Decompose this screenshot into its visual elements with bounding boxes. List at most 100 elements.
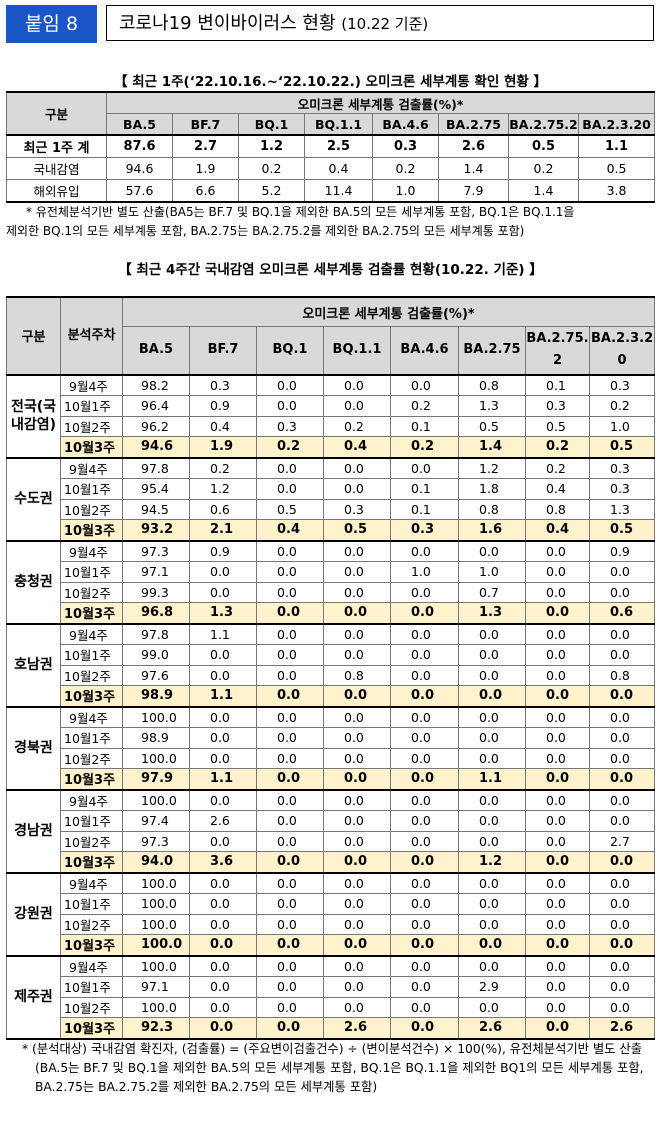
- cell-value: 0.0: [390, 747, 459, 769]
- cell-value: 0.2: [525, 456, 590, 479]
- cell-value: 0.4: [323, 436, 391, 458]
- column-header: BQ.1.1: [304, 113, 373, 136]
- cell-value: 0.0: [189, 1017, 257, 1039]
- cell-value: 100.0: [122, 788, 190, 811]
- regional-lineage-table: 구분 분석주차 오미크론 세부계통 검출률(%)* BA.5 BF.7 BQ.1 BQ…: [6, 296, 656, 1040]
- period-label: 9월4주: [60, 705, 123, 728]
- table1-note: * 유전체분석기반 별도 산출(BA5는 BF.7 및 BQ.1을 제외한 BA…: [6, 203, 656, 241]
- cell-value: 0.2: [508, 157, 579, 180]
- period-label: 10월2주: [60, 996, 123, 1018]
- cell-value: 1.3: [458, 395, 526, 417]
- page-title: 코로나19 변이바이러스 현황 (10.22 기준): [106, 5, 654, 41]
- table-row: 10월2주 99.3 0.0 0.0 0.0 0.0 0.7 0.0 0.0: [7, 581, 656, 603]
- cell-value: 98.9: [122, 727, 190, 749]
- cell-value: 0.0: [458, 644, 526, 666]
- table-row: 10월3주 94.6 1.9 0.2 0.4 0.2 1.4 0.2 0.5: [7, 436, 656, 458]
- cell-value: 0.0: [525, 871, 590, 894]
- cell-value: 0.0: [323, 871, 391, 894]
- period-label: 10월2주: [60, 913, 123, 935]
- cell-value: 0.0: [323, 996, 391, 1018]
- table-row: 수도권 9월4주 97.8 0.2 0.0 0.0 0.0 1.2 0.2 0.3: [6, 456, 656, 541]
- table-row: 10월3주 96.8 1.3 0.0 0.0 0.0 1.3 0.0 0.6: [7, 602, 656, 624]
- period-label: 10월1주: [60, 727, 123, 749]
- cell-value: 0.0: [323, 768, 391, 790]
- cell-value: 0.0: [588, 976, 656, 998]
- period-label: 9월4주: [60, 788, 123, 811]
- period-label: 10월3주: [60, 436, 123, 458]
- cell-value: 0.0: [390, 539, 459, 562]
- cell-value: 0.0: [323, 602, 391, 624]
- column-header: BA.2.75.2: [508, 113, 579, 136]
- cell-value: 0.6: [189, 498, 257, 520]
- region-label: 수도권: [6, 456, 61, 541]
- attachment-badge: 붙임 8: [6, 5, 97, 43]
- cell-value: 0.9: [588, 539, 656, 562]
- cell-value: 0.3: [256, 415, 324, 437]
- cell-value: 0.0: [390, 705, 459, 728]
- col-region-header: 구분: [6, 296, 61, 375]
- table-row: 최근 1주 계 87.6 2.7 1.2 2.5 0.3 2.6 0.5 1.1: [6, 134, 656, 158]
- cell-value: 0.0: [458, 913, 526, 935]
- region-label: 전국(국내감염): [6, 373, 61, 458]
- period-label: 10월1주: [60, 561, 123, 583]
- period-label: 10월2주: [60, 664, 123, 686]
- cell-value: 11.4: [304, 179, 373, 203]
- column-header: BQ.1: [256, 326, 324, 375]
- cell-value: 0.0: [458, 934, 526, 956]
- cell-value: 0.0: [256, 395, 324, 417]
- region-label: 제주권: [6, 954, 61, 1039]
- cell-value: 0.0: [323, 373, 391, 396]
- cell-value: 0.0: [390, 810, 459, 832]
- cell-value: 100.0: [122, 705, 190, 728]
- cell-value: 0.0: [390, 622, 459, 645]
- cell-value: 100.0: [122, 954, 190, 977]
- cell-value: 97.6: [122, 664, 190, 686]
- cell-value: 0.4: [525, 519, 590, 541]
- cell-value: 0.0: [525, 644, 590, 666]
- cell-value: 0.0: [390, 727, 459, 749]
- cell-value: 2.6: [323, 1017, 391, 1039]
- cell-value: 1.2: [189, 478, 257, 500]
- row-label: 최근 1주 계: [6, 134, 107, 158]
- col-period-header: 분석주차: [60, 296, 123, 375]
- cell-value: 0.0: [256, 893, 324, 915]
- cell-value: 0.0: [390, 996, 459, 1018]
- cell-value: 0.0: [525, 685, 590, 707]
- table-row: 전국(국내감염) 9월4주 98.2 0.3 0.0 0.0 0.0 0.8 0.1 0.3: [6, 373, 656, 458]
- period-label: 10월2주: [60, 747, 123, 769]
- cell-value: 0.0: [458, 788, 526, 811]
- cell-value: 0.0: [189, 893, 257, 915]
- column-header: BA.2.75: [438, 113, 509, 136]
- region-label: 경북권: [6, 705, 61, 790]
- cell-value: 0.0: [525, 539, 590, 562]
- period-label: 10월3주: [60, 602, 123, 624]
- cell-value: 0.0: [390, 1017, 459, 1039]
- table1-note-line2: 제외한 BQ.1의 모든 세부계통 포함, BA.2.75는 BA.2.75.2…: [6, 224, 525, 238]
- cell-value: 0.0: [390, 456, 459, 479]
- cell-value: 0.2: [525, 436, 590, 458]
- period-label: 10월2주: [60, 498, 123, 520]
- period-label: 10월3주: [60, 685, 123, 707]
- cell-value: 1.1: [189, 768, 257, 790]
- cell-value: 1.3: [588, 498, 656, 520]
- cell-value: 0.0: [256, 602, 324, 624]
- column-header: BA.5: [122, 326, 190, 375]
- cell-value: 92.3: [122, 1017, 190, 1039]
- cell-value: 0.0: [323, 810, 391, 832]
- period-label: 10월1주: [60, 395, 123, 417]
- cell-value: 2.1: [189, 519, 257, 541]
- col-period-label: 분석주차: [67, 327, 116, 343]
- cell-value: 1.4: [438, 157, 509, 180]
- cell-value: 2.6: [189, 810, 257, 832]
- cell-value: 0.0: [189, 934, 257, 956]
- table-row: 10월1주 97.4 2.6 0.0 0.0 0.0 0.0 0.0 0.0: [7, 810, 656, 832]
- period-label: 9월4주: [60, 954, 123, 977]
- cell-value: 0.0: [323, 478, 391, 500]
- group-header: 오미크론 세부계통 검출률(%)*: [121, 296, 656, 327]
- cell-value: 0.0: [390, 788, 459, 811]
- cell-value: 0.0: [256, 913, 324, 935]
- region-label: 경남권: [6, 788, 61, 873]
- table-row: 10월3주 92.3 0.0 0.0 2.6 0.0 2.6 0.0 2.6: [7, 1017, 656, 1039]
- cell-value: 0.0: [588, 685, 656, 707]
- cell-value: 1.0: [372, 179, 439, 203]
